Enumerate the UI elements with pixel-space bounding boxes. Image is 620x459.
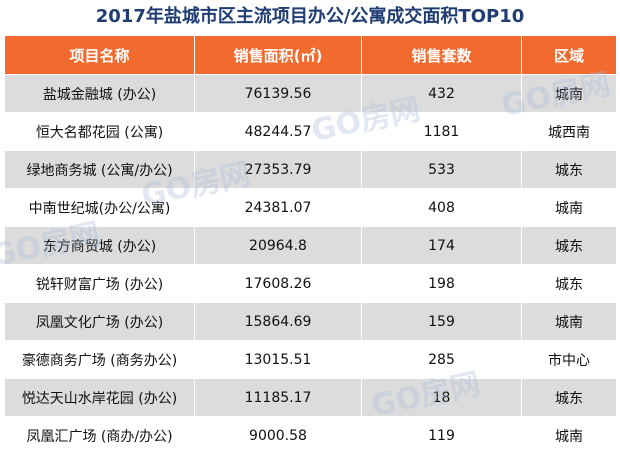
table-row: 盐城金融城 (办公) 76139.56 432 城南 [4,74,617,113]
ranking-table: 项目名称 销售面积(㎡) 销售套数 区域 盐城金融城 (办公) 76139.56 4… [4,35,617,455]
cell-project-name: 中南世纪城(办公/公寓) [4,188,195,227]
cell-region: 城东 [521,264,617,303]
cell-region: 城南 [521,74,617,113]
cell-project-name: 恒大名都花园 (公寓) [4,112,195,151]
cell-sales-units: 174 [361,226,522,265]
cell-sales-units: 408 [361,188,522,227]
cell-sales-units: 432 [361,74,522,113]
cell-sales-area: 9000.58 [194,416,362,455]
cell-project-name: 凤凰汇广场 (商办/办公) [4,416,195,455]
cell-sales-area: 27353.79 [194,150,362,189]
table-row: 豪德商务广场 (商务办公) 13015.51 285 市中心 [4,340,617,379]
cell-sales-units: 159 [361,302,522,341]
cell-project-name: 锐轩财富广场 (办公) [4,264,195,303]
cell-project-name: 盐城金融城 (办公) [4,74,195,113]
table-row: 凤凰汇广场 (商办/办公) 9000.58 119 城南 [4,416,617,455]
table-row: 悦达天山水岸花园 (办公) 11185.17 18 城东 [4,378,617,417]
cell-sales-units: 533 [361,150,522,189]
cell-sales-area: 15864.69 [194,302,362,341]
cell-region: 城西南 [521,112,617,151]
cell-region: 城南 [521,416,617,455]
cell-sales-area: 13015.51 [194,340,362,379]
table-row: 绿地商务城 (公寓/办公) 27353.79 533 城东 [4,150,617,189]
cell-region: 城东 [521,226,617,265]
table-row: 恒大名都花园 (公寓) 48244.57 1181 城西南 [4,112,617,151]
cell-region: 城东 [521,150,617,189]
cell-project-name: 凤凰文化广场 (办公) [4,302,195,341]
cell-project-name: 东方商贸城 (办公) [4,226,195,265]
header-project-name: 项目名称 [4,35,195,75]
cell-sales-units: 18 [361,378,522,417]
cell-sales-area: 20964.8 [194,226,362,265]
header-region: 区域 [521,35,617,75]
table-row: 凤凰文化广场 (办公) 15864.69 159 城南 [4,302,617,341]
table-body: 盐城金融城 (办公) 76139.56 432 城南 恒大名都花园 (公寓) 48244.… [4,74,617,455]
cell-project-name: 绿地商务城 (公寓/办公) [4,150,195,189]
cell-sales-units: 119 [361,416,522,455]
cell-sales-area: 48244.57 [194,112,362,151]
cell-project-name: 豪德商务广场 (商务办公) [4,340,195,379]
cell-sales-units: 285 [361,340,522,379]
cell-region: 城东 [521,378,617,417]
table-row: 东方商贸城 (办公) 20964.8 174 城东 [4,226,617,265]
cell-project-name: 悦达天山水岸花园 (办公) [4,378,195,417]
cell-region: 市中心 [521,340,617,379]
cell-region: 城南 [521,188,617,227]
cell-sales-units: 1181 [361,112,522,151]
cell-sales-area: 76139.56 [194,74,362,113]
page-title: 2017年盐城市区主流项目办公/公寓成交面积TOP10 [95,6,525,27]
cell-sales-area: 24381.07 [194,188,362,227]
cell-sales-area: 11185.17 [194,378,362,417]
table-row: 中南世纪城(办公/公寓) 24381.07 408 城南 [4,188,617,227]
header-sales-area: 销售面积(㎡) [194,35,362,75]
table-header: 项目名称 销售面积(㎡) 销售套数 区域 [4,35,617,75]
cell-region: 城南 [521,302,617,341]
cell-sales-units: 198 [361,264,522,303]
header-sales-units: 销售套数 [361,35,522,75]
cell-sales-area: 17608.26 [194,264,362,303]
header-row: 项目名称 销售面积(㎡) 销售套数 区域 [4,35,617,75]
table-row: 锐轩财富广场 (办公) 17608.26 198 城东 [4,264,617,303]
